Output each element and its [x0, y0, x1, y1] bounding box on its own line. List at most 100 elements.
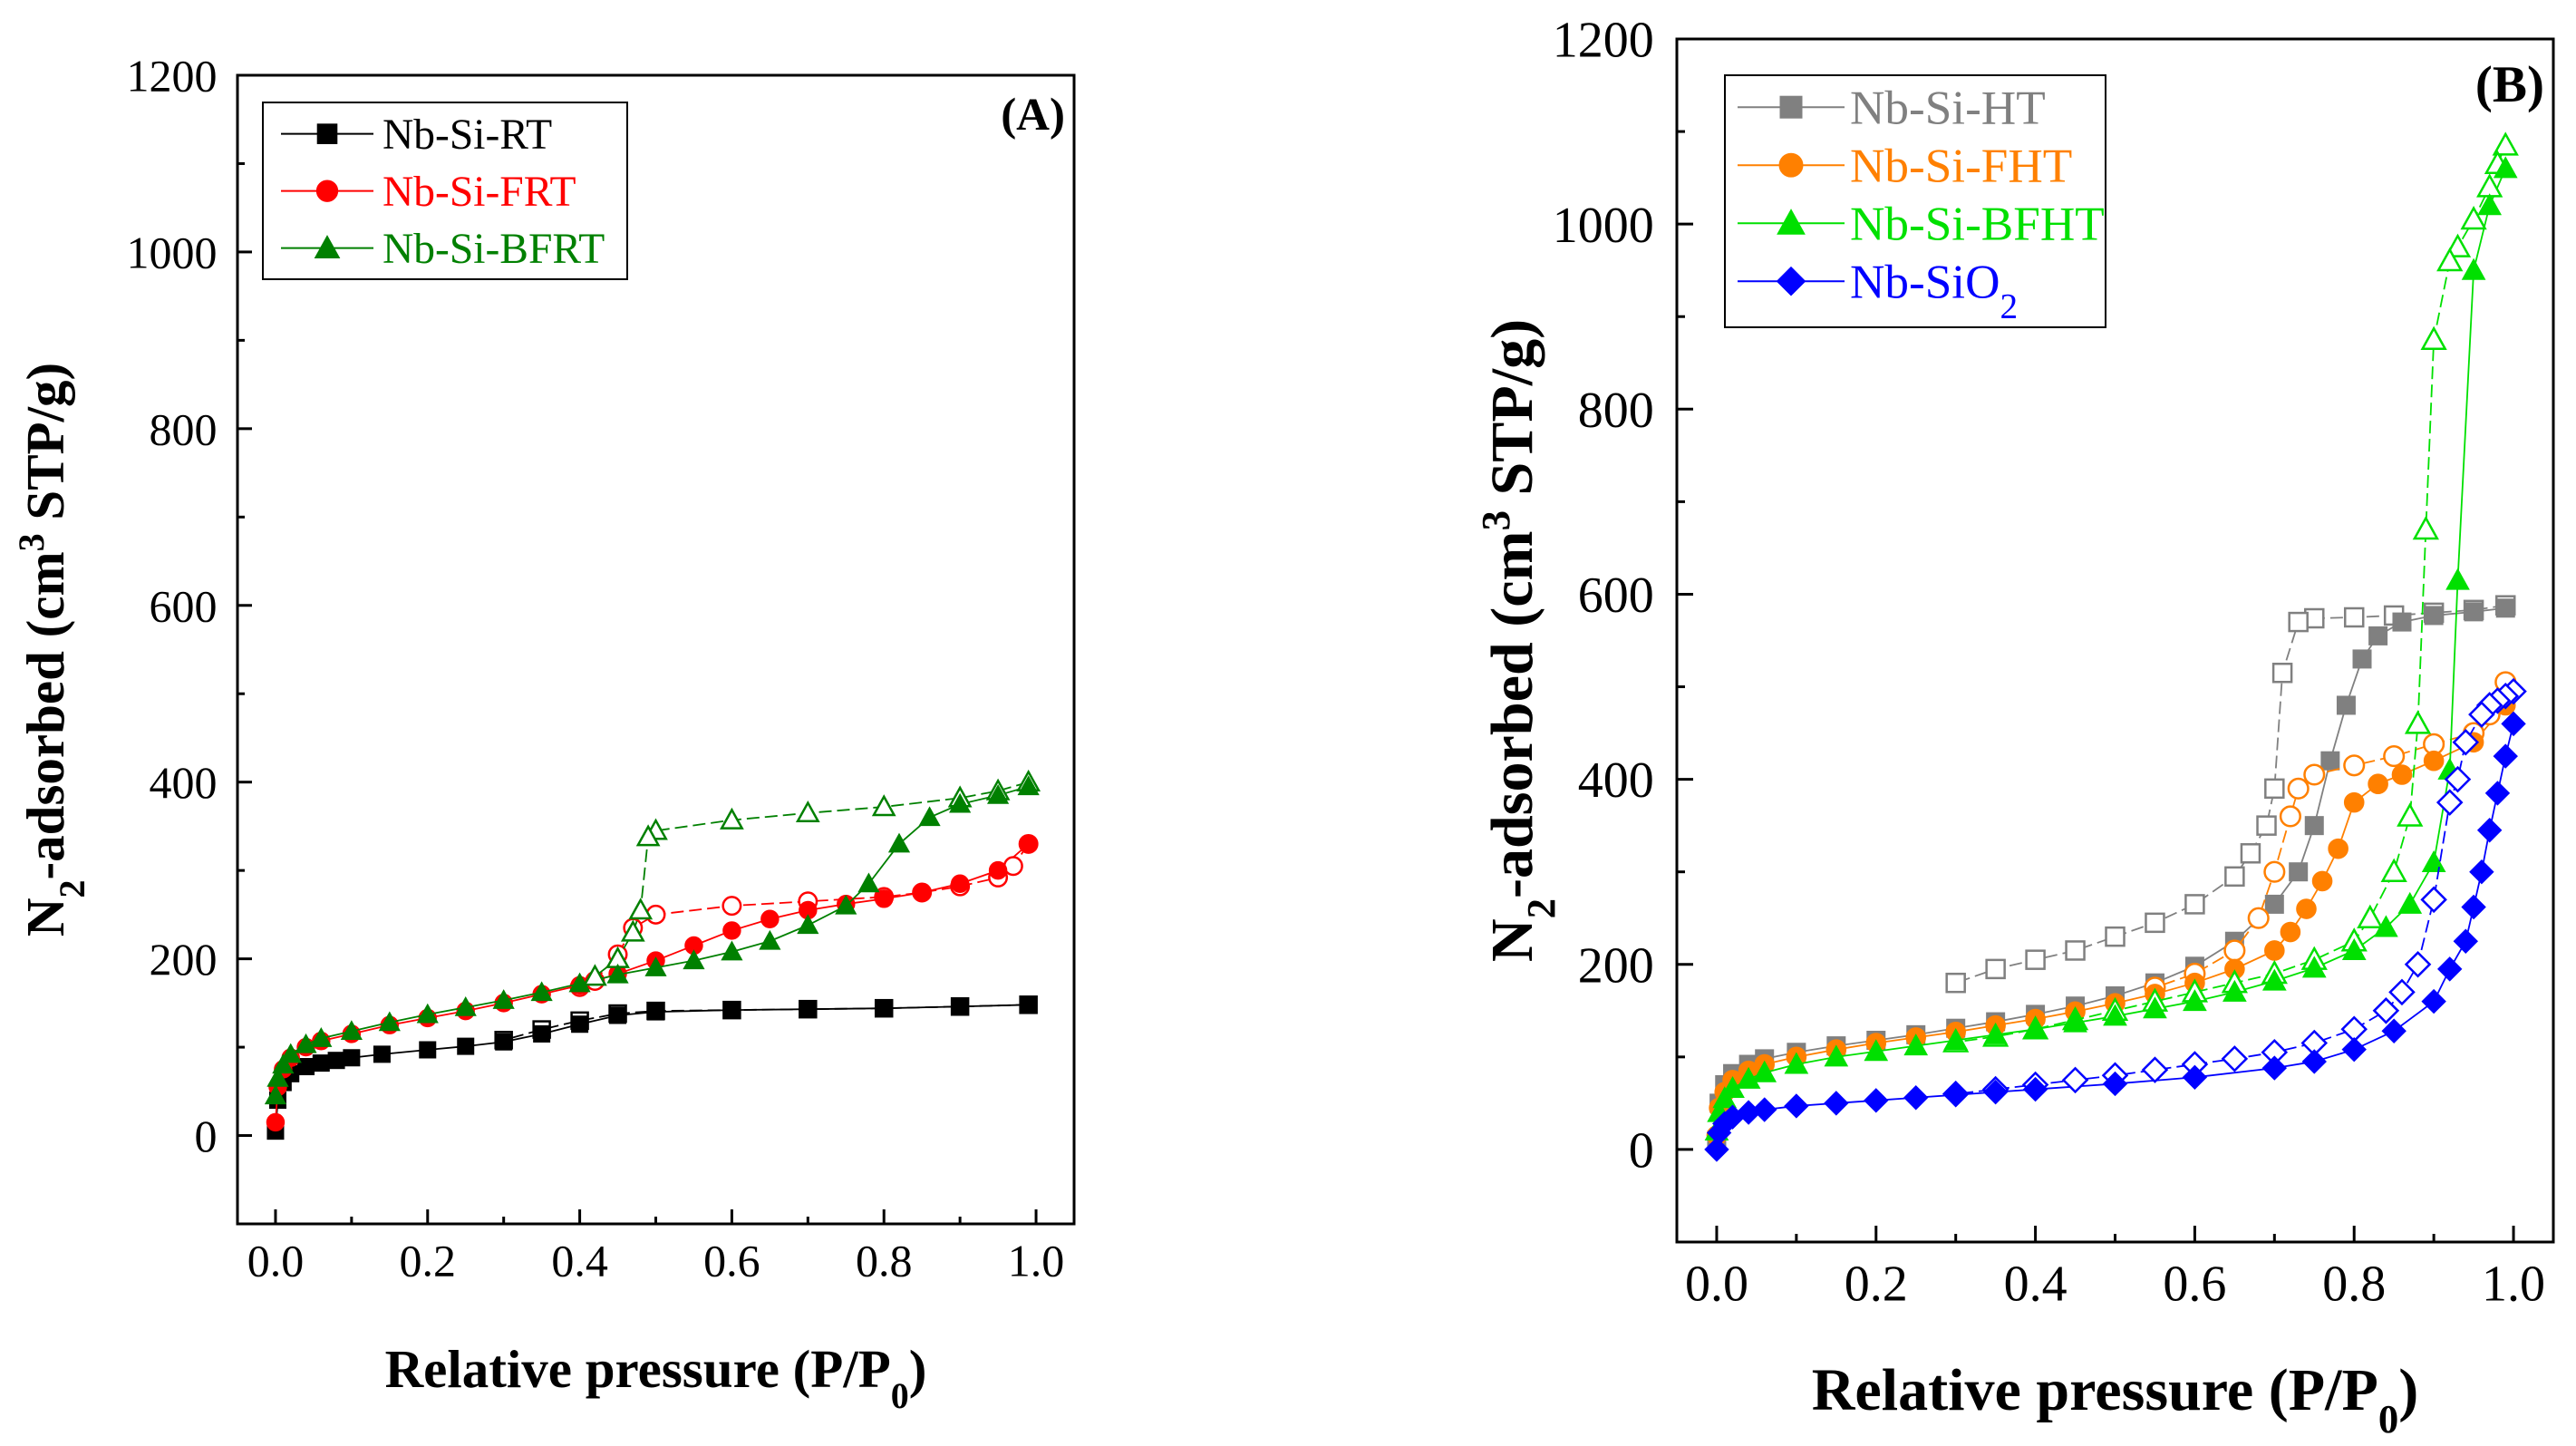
y-axis-label-part: 3 — [1473, 510, 1518, 530]
adsorption-point — [951, 997, 969, 1015]
y-axis-label-part: 2 — [52, 880, 92, 898]
adsorption-point — [1751, 1097, 1777, 1122]
adsorption-point — [1983, 1022, 2008, 1044]
x-axis-label-main: Relative pressure (P/P — [1812, 1357, 2378, 1423]
adsorption-point — [310, 1027, 333, 1047]
legend-marker — [316, 123, 338, 144]
desorption-point — [2492, 131, 2519, 156]
desorption-point — [2404, 951, 2432, 978]
adsorption-point — [266, 1112, 286, 1132]
desorption-point — [2372, 997, 2400, 1024]
legend-marker — [1778, 152, 1804, 178]
adsorption-point — [1784, 1093, 1809, 1119]
y-tick-label: 1000 — [127, 227, 218, 277]
adsorption-point — [2102, 1071, 2128, 1097]
y-axis-label-part: STP/g) — [15, 363, 75, 534]
desorption-point — [2141, 1056, 2169, 1083]
legend-label-main: Nb-Si-HT — [1850, 82, 2046, 135]
y-tick-label: 1200 — [127, 51, 218, 102]
y-tick-label: 1200 — [1553, 13, 1654, 69]
desorption-line — [594, 781, 1029, 977]
adsorption-point — [2296, 898, 2317, 919]
legend-label: Nb-Si-FHT — [1850, 140, 2072, 193]
adsorption-point — [950, 874, 970, 893]
desorption-point — [2357, 904, 2384, 928]
adsorption-point — [912, 883, 932, 902]
desorption-point — [2264, 778, 2285, 800]
y-tick-label: 600 — [150, 580, 218, 631]
x-tick-label: 1.0 — [1008, 1236, 1065, 1286]
desorption-point — [2436, 789, 2464, 816]
adsorption-point — [2464, 602, 2484, 622]
x-axis-label-sub: 0 — [2378, 1396, 2398, 1441]
desorption-point — [2025, 949, 2046, 970]
x-axis-label: Relative pressure (P/P0) — [1812, 1357, 2419, 1441]
adsorption-point — [2289, 862, 2309, 882]
adsorption-point — [2311, 870, 2333, 892]
adsorption-point — [2022, 1076, 2048, 1102]
adsorption-point — [530, 981, 553, 1002]
desorption-point — [2065, 940, 2086, 961]
y-axis-label-part: N — [15, 898, 75, 937]
adsorption-point — [2182, 1064, 2208, 1091]
adsorption-point — [2328, 838, 2348, 859]
desorption-point — [2271, 662, 2293, 684]
desorption-point — [2221, 1045, 2249, 1072]
legend: Nb-Si-RT Nb-Si-FRT Nb-Si-BFRT — [262, 102, 628, 280]
y-tick-label: 200 — [150, 934, 218, 985]
adsorption-point — [1752, 1060, 1777, 1082]
x-tick-label: 0.8 — [856, 1236, 913, 1286]
desorption-point — [2397, 802, 2424, 827]
adsorption-point — [1943, 1027, 1969, 1050]
desorption-point — [1985, 958, 2006, 980]
x-tick-label: 0.4 — [551, 1236, 608, 1286]
adsorption-point — [1020, 995, 1038, 1014]
panel-a: 0.0 0.2 0.4 0.6 0.8 1.0 0 200 400 600 800 1000 1200 R… — [11, 51, 1076, 1416]
desorption-point — [2061, 1066, 2089, 1094]
y-tick-label: 600 — [1578, 568, 1654, 624]
adsorption-point — [2476, 818, 2503, 843]
legend-label-sub: 2 — [2000, 286, 2018, 325]
adsorption-point — [2368, 626, 2388, 645]
adsorption-point — [1903, 1085, 1929, 1111]
adsorption-point — [2143, 996, 2167, 1019]
legend-marker — [1777, 209, 1806, 235]
y-axis-label-part: -adsorbed (cm — [15, 551, 75, 879]
adsorption-point — [2453, 928, 2479, 954]
adsorption-point — [2341, 937, 2367, 960]
desorption-point — [628, 898, 654, 920]
adsorption-point — [2261, 968, 2287, 991]
adsorption-point — [2223, 979, 2247, 1002]
adsorption-point — [327, 1052, 345, 1070]
panel-label: (B) — [2475, 56, 2544, 113]
desorption-point — [721, 896, 742, 917]
desorption-point — [2247, 907, 2270, 929]
adsorption-point — [988, 860, 1008, 880]
adsorption-point — [2493, 156, 2518, 179]
adsorption-point — [457, 1037, 475, 1055]
desorption-point — [2288, 611, 2309, 633]
adsorption-point — [644, 956, 667, 976]
desorption-point — [2436, 247, 2464, 272]
desorption-point — [2224, 866, 2245, 888]
desorption-point — [2263, 860, 2286, 883]
desorption-point — [2468, 701, 2495, 728]
adsorption-point — [759, 929, 781, 950]
desorption-point — [720, 807, 744, 830]
adsorption-point — [2304, 816, 2324, 836]
x-axis-label: Relative pressure (P/P0) — [385, 1339, 927, 1416]
adsorption-point — [606, 963, 629, 984]
adsorption-point — [949, 792, 972, 813]
desorption-point — [1945, 972, 1966, 994]
desorption-point — [2420, 325, 2447, 350]
desorption-point — [795, 800, 820, 823]
desorption-point — [2223, 939, 2246, 962]
desorption-point — [2145, 912, 2165, 934]
adsorption-point — [533, 1024, 551, 1043]
y-axis-label-part: 3 — [11, 533, 52, 551]
legend-label: Nb-Si-BFHT — [1850, 198, 2105, 251]
adsorption-point — [2477, 193, 2503, 216]
desorption-point — [2380, 858, 2407, 882]
